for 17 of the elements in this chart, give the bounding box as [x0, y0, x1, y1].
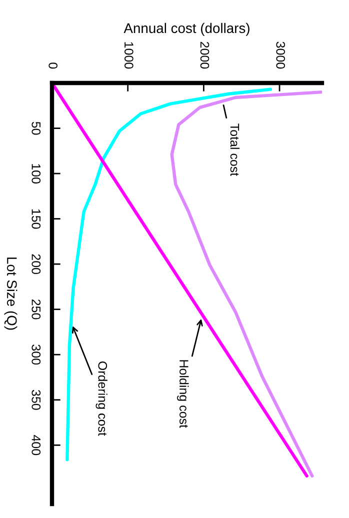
x-tick-label: 1000	[124, 42, 134, 69]
y-tick-label: 350	[32, 390, 41, 410]
y-tick-label: 150	[32, 209, 41, 229]
y-tick-label: 50	[32, 122, 41, 135]
text: Holding cost	[177, 360, 189, 428]
x-tick-label: 0	[48, 62, 58, 69]
y-axis-title: Lot Size (Q)	[4, 258, 18, 330]
y-tick-label: 250	[32, 300, 41, 320]
x-tick-label: 2000	[200, 42, 210, 69]
x-axis-title: Annual cost (dollars)	[124, 22, 250, 36]
x-tick-label: 3000	[276, 42, 286, 69]
y-tick-label: 100	[32, 164, 41, 184]
text: Ordering cost	[96, 362, 108, 436]
y-tick-label: 300	[32, 344, 41, 365]
y-tick-label: 400	[32, 435, 41, 456]
y-tick-label: 200	[32, 254, 41, 274]
text: Total cost	[230, 124, 240, 176]
